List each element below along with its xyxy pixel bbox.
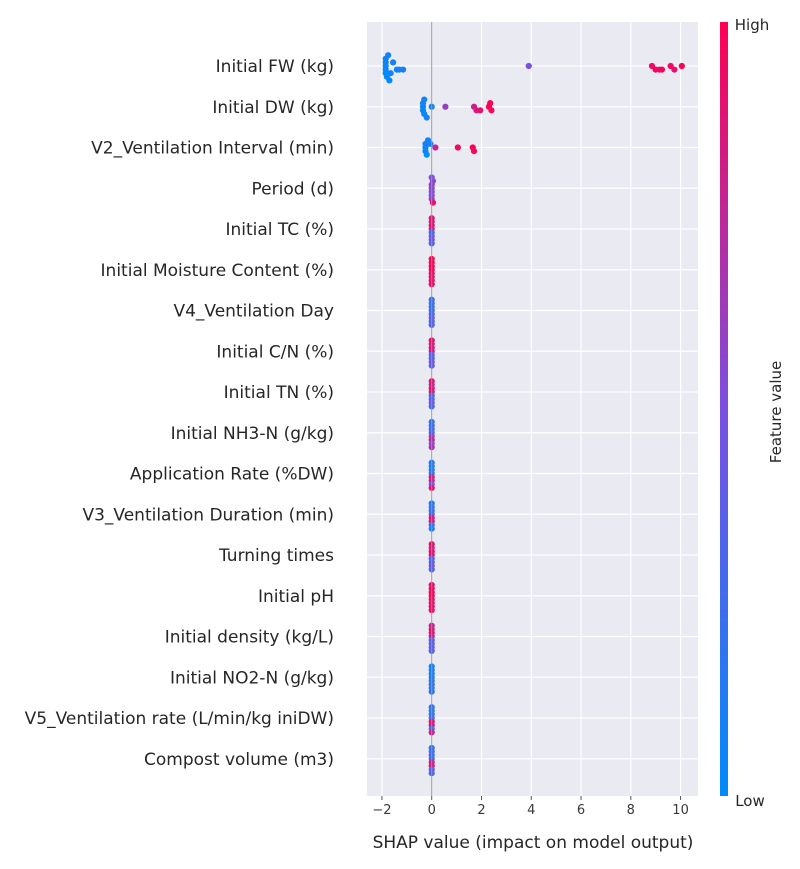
colorbar: [720, 22, 728, 796]
feature-label: Initial pH: [258, 587, 334, 607]
shap-point: [477, 107, 484, 114]
feature-label: Application Rate (%DW): [130, 465, 334, 485]
feature-label: Initial DW (kg): [212, 98, 334, 118]
shap-point: [385, 52, 392, 59]
feature-label: Initial NO2-N (g/kg): [170, 668, 334, 688]
feature-label: V2_Ventilation Interval (min): [91, 139, 334, 159]
points: [382, 22, 685, 796]
colorbar-high-label: High: [735, 16, 769, 34]
shap-point: [442, 103, 449, 110]
shap-point: [423, 114, 430, 121]
shap-point: [658, 66, 666, 73]
shap-point: [470, 148, 478, 155]
shap-point: [678, 62, 685, 70]
shap-point: [390, 59, 397, 66]
shap-point: [399, 66, 407, 73]
x-tick-label: 2: [477, 803, 485, 818]
x-axis-title: SHAP value (impact on model output): [373, 833, 694, 853]
feature-label: Initial NH3-N (g/kg): [171, 424, 334, 444]
shap-point: [429, 199, 437, 206]
shap-point: [432, 144, 439, 151]
shap-point: [421, 96, 428, 103]
shap-point: [487, 100, 494, 107]
feature-label: Turning times: [218, 546, 334, 566]
shap-point: [427, 140, 434, 147]
x-tick-label: 6: [577, 803, 585, 818]
x-tick-label: 10: [672, 803, 689, 818]
feature-label: Compost volume (m3): [144, 750, 334, 770]
feature-label: V4_Ventilation Day: [173, 302, 334, 322]
feature-label: Period (d): [252, 179, 334, 199]
shap-point: [387, 70, 394, 77]
shap-point: [488, 107, 495, 114]
feature-labels: Initial FW (kg) Initial DW (kg) V2_Ventila…: [25, 57, 334, 770]
x-tick-label: 0: [428, 803, 436, 818]
plot-area: [367, 22, 698, 796]
x-tick-label: 4: [527, 803, 535, 818]
feature-label: Initial Moisture Content (%): [101, 261, 334, 281]
x-tick-label: −2: [372, 803, 391, 818]
colorbar-low-label: Low: [735, 792, 765, 810]
shap-point: [423, 151, 430, 158]
feature-label: Initial density (kg/L): [165, 628, 334, 648]
shap-point: [454, 144, 461, 151]
feature-label: Initial C/N (%): [216, 342, 334, 362]
shap-point: [525, 62, 532, 70]
colorbar-title: Feature value: [767, 361, 785, 463]
feature-label: Initial TN (%): [224, 383, 334, 403]
grid: [367, 22, 698, 796]
feature-label: V5_Ventilation rate (L/min/kg iniDW): [25, 709, 334, 729]
feature-label: V3_Ventilation Duration (min): [82, 505, 334, 525]
shap-point: [671, 66, 678, 73]
feature-label: Initial TC (%): [225, 220, 334, 240]
feature-label: Initial FW (kg): [216, 57, 334, 77]
x-ticks: −2 0 2 4 6 8 10: [372, 796, 689, 818]
x-tick-label: 8: [627, 803, 635, 818]
shap-point: [386, 77, 393, 84]
